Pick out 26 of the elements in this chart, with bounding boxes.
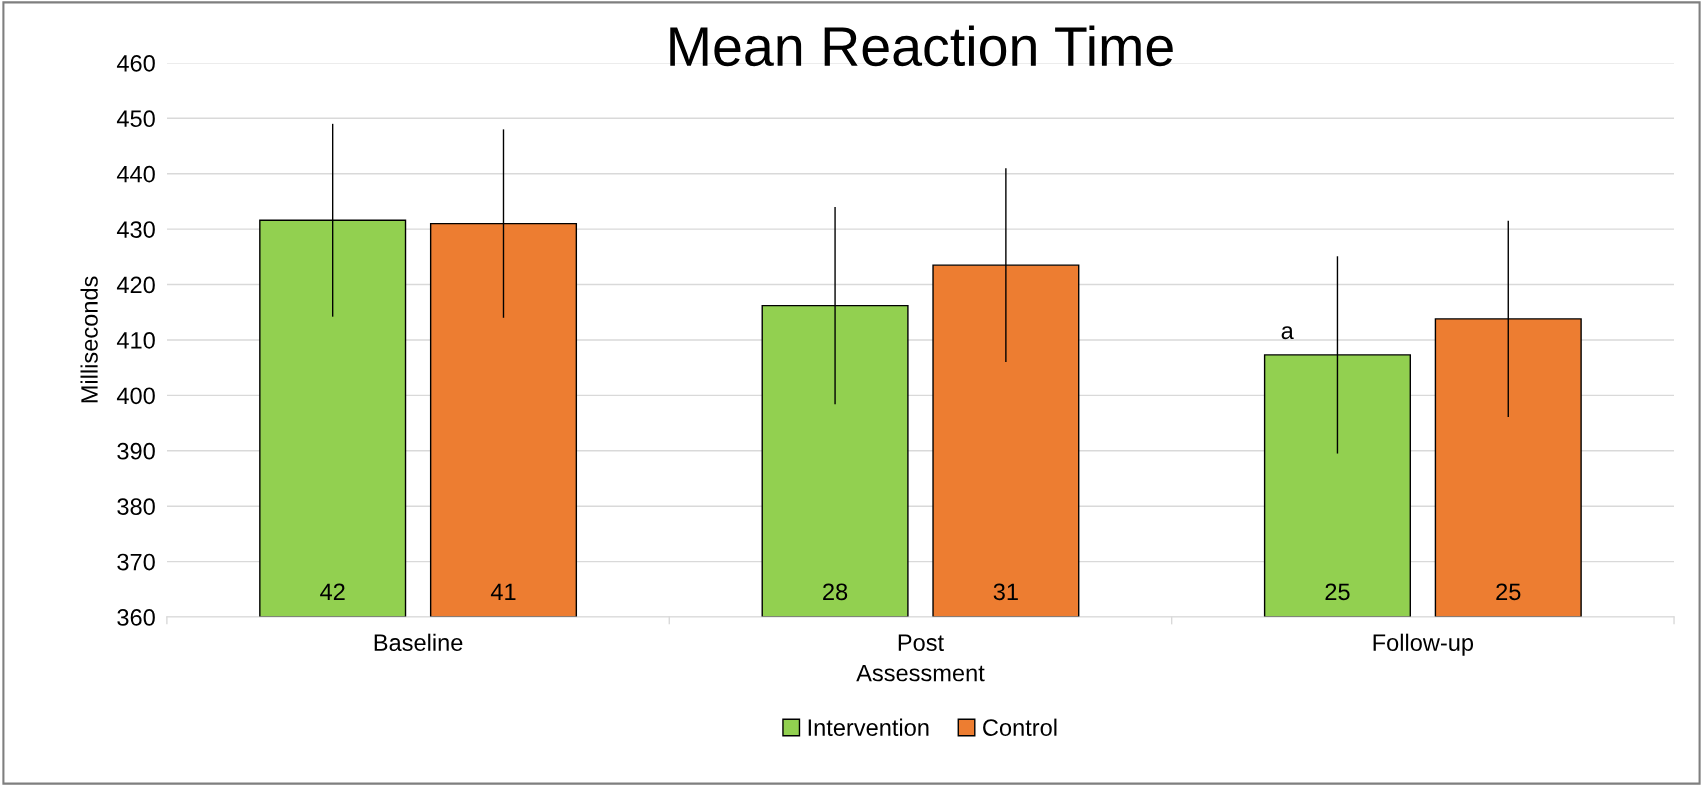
y-axis-title: Milliseconds bbox=[80, 276, 98, 403]
annotation: a bbox=[1281, 326, 1294, 340]
y-tick-label: 360 bbox=[117, 609, 155, 626]
y-tick-label: 380 bbox=[117, 498, 155, 515]
legend-label: Control bbox=[983, 718, 1057, 736]
x-tick-label: Follow-up bbox=[1373, 633, 1474, 656]
y-tick-label: 410 bbox=[116, 332, 155, 349]
y-tick-label: 430 bbox=[116, 221, 155, 238]
annotation: 28 bbox=[823, 583, 848, 601]
x-axis-title: Assessment bbox=[856, 664, 985, 682]
annotation: 25 bbox=[1325, 583, 1350, 601]
y-tick-label: 390 bbox=[117, 442, 155, 460]
x-tick-label: Baseline bbox=[374, 633, 463, 652]
x-tick-label: Post bbox=[898, 634, 944, 652]
annotation: 41 bbox=[490, 583, 516, 600]
y-tick-label: 450 bbox=[116, 110, 155, 128]
y-tick-label: 400 bbox=[116, 387, 155, 405]
annotation: 42 bbox=[320, 583, 345, 600]
y-tick-label: 460 bbox=[116, 54, 155, 72]
chart-title: Mean Reaction Time bbox=[670, 25, 1173, 67]
annotation: 25 bbox=[1496, 583, 1521, 601]
y-tick-label: 440 bbox=[116, 165, 155, 183]
y-tick-label: 420 bbox=[116, 276, 155, 294]
legend-label: Intervention bbox=[808, 718, 929, 736]
y-tick-label: 370 bbox=[117, 553, 155, 571]
annotation: 31 bbox=[993, 583, 1018, 601]
